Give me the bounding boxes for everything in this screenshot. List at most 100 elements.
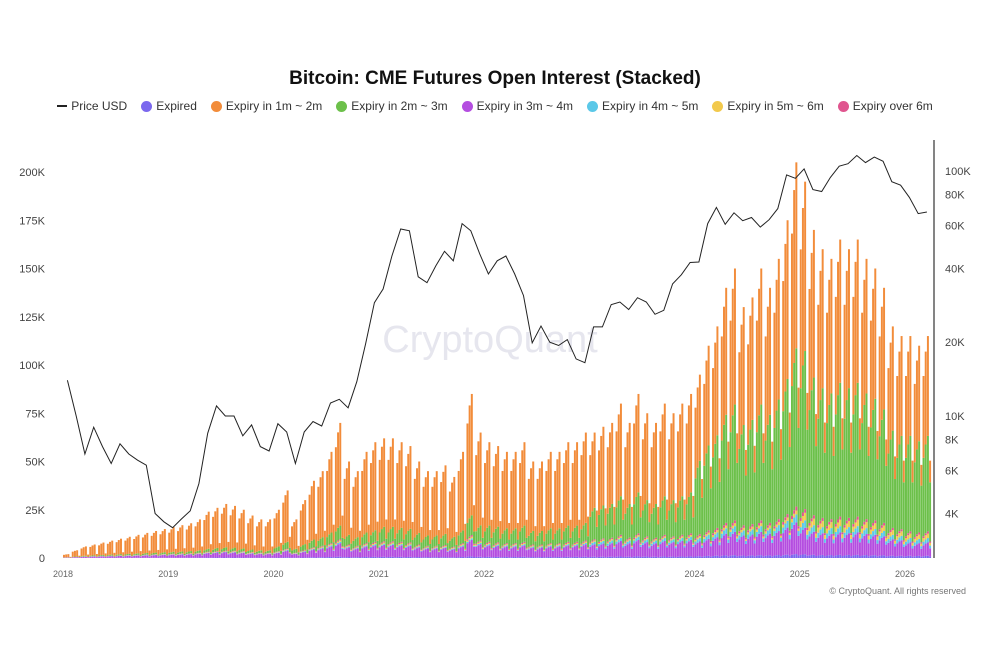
bar-segment	[784, 554, 787, 558]
bar-segment	[766, 525, 769, 528]
bar-segment	[247, 523, 250, 552]
bar-segment	[869, 555, 872, 558]
bar-segment	[701, 547, 704, 557]
bar-segment	[591, 541, 594, 543]
bar-segment	[477, 441, 480, 528]
bar-segment	[481, 557, 484, 558]
bar-segment	[328, 557, 331, 558]
bar-segment	[299, 552, 302, 558]
bar-segment	[872, 409, 875, 523]
legend-item[interactable]: Expiry in 3m ~ 4m	[461, 99, 573, 113]
bar-segment	[685, 556, 688, 558]
bar-segment	[104, 556, 107, 557]
bar-segment	[376, 548, 379, 550]
bar-segment	[744, 556, 747, 558]
bar-segment	[255, 551, 258, 554]
bar-segment	[764, 529, 767, 532]
bar-segment	[225, 552, 228, 558]
bar-segment	[462, 530, 465, 544]
bar-segment	[207, 548, 210, 552]
bar-segment	[729, 555, 732, 558]
bar-segment	[490, 519, 493, 538]
bar-segment	[573, 450, 576, 528]
bar-segment	[815, 537, 818, 542]
bar-segment	[416, 534, 418, 546]
bar-segment	[554, 557, 557, 558]
bar-segment	[391, 556, 394, 558]
bar-segment	[907, 535, 910, 540]
bar-segment	[856, 526, 859, 533]
bar-segment	[530, 546, 533, 548]
bar-segment	[617, 536, 620, 538]
bar-segment	[554, 533, 557, 546]
bar-segment	[694, 556, 697, 558]
bar-segment	[777, 525, 780, 532]
bar-segment	[433, 537, 436, 547]
bar-segment	[679, 536, 682, 538]
bar-segment	[429, 550, 432, 551]
bar-segment	[541, 545, 543, 547]
bar-segment	[481, 517, 484, 538]
bar-segment	[727, 441, 730, 470]
bar-segment	[543, 526, 546, 542]
bar-segment	[330, 543, 333, 545]
bar-segment	[216, 547, 219, 551]
bar-segment	[622, 544, 625, 546]
bar-segment	[429, 551, 432, 552]
bar-segment	[73, 550, 76, 557]
bar-segment	[391, 543, 394, 545]
bar-segment	[323, 552, 326, 558]
right-tick-label: 40K	[945, 263, 965, 275]
bar-segment	[562, 545, 565, 547]
bar-segment	[876, 431, 879, 460]
bar-segment	[431, 548, 434, 550]
bar-segment	[885, 439, 888, 466]
bar-segment	[687, 496, 690, 536]
legend-item[interactable]: Price USD	[57, 99, 127, 113]
bar-segment	[648, 522, 651, 545]
legend-item[interactable]: Expiry over 6m	[837, 99, 933, 113]
bar-segment	[911, 542, 914, 546]
bar-segment	[387, 547, 390, 558]
bar-segment	[863, 279, 866, 405]
bar-segment	[350, 557, 353, 558]
bar-segment	[736, 538, 739, 542]
legend-item[interactable]: Expiry in 1m ~ 2m	[210, 99, 322, 113]
bar-segment	[394, 547, 397, 549]
bar-segment	[532, 545, 535, 547]
bar-segment	[547, 545, 550, 547]
bar-segment	[786, 514, 789, 518]
bar-segment	[850, 533, 853, 536]
bar-segment	[602, 543, 605, 557]
bar-segment	[396, 546, 399, 548]
bar-segment	[703, 535, 706, 538]
bar-segment	[394, 548, 397, 550]
bar-segment	[665, 519, 668, 544]
bar-segment	[385, 547, 388, 549]
bar-segment	[880, 527, 883, 533]
bar-segment	[834, 524, 837, 527]
legend-item[interactable]: Expired	[141, 99, 197, 113]
bar-segment	[426, 545, 429, 547]
bar-segment	[819, 529, 822, 536]
bar-segment	[876, 540, 879, 544]
bar-segment	[288, 553, 291, 558]
bar-segment	[861, 533, 864, 539]
bar-segment	[394, 549, 397, 558]
legend-item[interactable]: Expiry in 2m ~ 3m	[336, 99, 448, 113]
bar-segment	[527, 548, 530, 550]
bar-segment	[545, 533, 548, 546]
bar-segment	[905, 376, 907, 458]
bar-segment	[459, 532, 462, 545]
bar-segment	[790, 386, 793, 516]
bar-segment	[690, 536, 693, 540]
bar-segment	[733, 531, 736, 556]
bar-segment	[694, 538, 697, 540]
bar-segment	[661, 542, 664, 557]
bar-segment	[494, 545, 497, 547]
bar-segment	[622, 547, 625, 558]
legend-item[interactable]: Expiry in 4m ~ 5m	[587, 99, 698, 113]
bar-segment	[793, 513, 796, 518]
bar-segment	[468, 538, 471, 540]
legend-item[interactable]: Expiry in 5m ~ 6m	[712, 99, 824, 113]
